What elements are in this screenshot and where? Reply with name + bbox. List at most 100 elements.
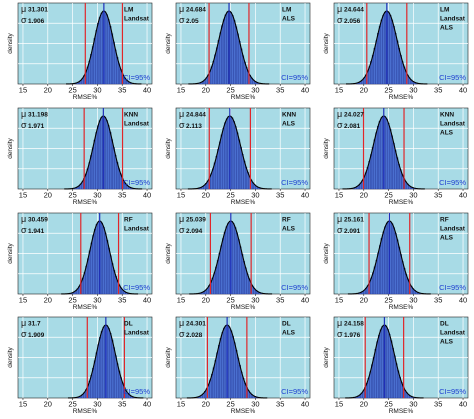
- histogram-bar: [373, 139, 376, 189]
- histogram-bar: [396, 239, 399, 294]
- histogram-bar: [230, 330, 233, 399]
- x-axis-label: RMSE%: [73, 94, 98, 101]
- mu-symbol: μ: [337, 214, 342, 224]
- histogram-bar: [382, 14, 385, 85]
- ci-label: CI=95%: [439, 73, 466, 82]
- histogram-bar: [109, 131, 112, 189]
- x-tick-label: 35: [118, 295, 126, 304]
- histogram-bar: [232, 120, 235, 189]
- x-tick-label: 40: [459, 400, 467, 409]
- histogram-bar: [116, 363, 119, 399]
- histogram-bar: [222, 19, 225, 85]
- histogram-bar: [391, 348, 394, 399]
- model-label: DL: [440, 321, 449, 328]
- histogram-bar: [240, 48, 243, 85]
- dataset-label: ALS: [440, 25, 454, 32]
- histogram-bar: [237, 238, 240, 294]
- histogram-bar: [384, 11, 387, 85]
- x-axis-label: RMSE%: [231, 408, 256, 415]
- histogram-bar: [221, 25, 224, 85]
- histogram-bar: [214, 360, 217, 399]
- histogram-bar: [235, 232, 239, 294]
- histogram-bar: [238, 139, 241, 189]
- histogram-bar: [377, 252, 380, 294]
- histogram-bar: [97, 125, 100, 189]
- histogram-bar: [100, 116, 103, 189]
- histogram-bar: [398, 246, 401, 294]
- x-tick-label: 35: [118, 190, 126, 199]
- x-tick-label: 35: [434, 86, 442, 95]
- histogram-bar: [107, 125, 110, 189]
- histogram-bar: [232, 222, 235, 294]
- model-label: DL: [124, 321, 133, 328]
- histogram-bar: [106, 239, 109, 294]
- dataset-label: ALS: [282, 330, 296, 337]
- dataset-label: Landsat: [124, 225, 150, 232]
- histogram-bar: [109, 333, 112, 399]
- model-label: LM: [440, 7, 449, 14]
- histogram-bar: [95, 352, 98, 399]
- model-label: RF: [440, 216, 449, 223]
- x-tick-label: 15: [19, 190, 27, 199]
- y-axis-label: density: [323, 242, 330, 263]
- x-tick-label: 40: [459, 190, 467, 199]
- histogram-bar: [93, 139, 96, 189]
- histogram-bar: [220, 134, 223, 189]
- ci-label: CI=95%: [281, 387, 308, 396]
- ci-label: CI=95%: [439, 283, 466, 292]
- histogram-bar: [241, 253, 244, 294]
- y-axis-label: density: [7, 242, 14, 263]
- histogram-bar: [377, 125, 380, 189]
- histogram-bar: [393, 355, 396, 399]
- x-axis-label: RMSE%: [231, 94, 256, 101]
- x-tick-label: 40: [143, 295, 151, 304]
- histogram-bar: [391, 222, 394, 294]
- histogram-bar: [372, 357, 375, 399]
- histogram-bar: [370, 154, 373, 189]
- histogram-bar: [377, 33, 380, 85]
- histogram-bar: [238, 41, 241, 85]
- histogram-bar: [100, 12, 103, 85]
- histogram-bar: [375, 40, 378, 85]
- x-tick-label: 35: [276, 86, 284, 95]
- histogram-bar: [95, 30, 98, 85]
- dataset-label: ALS: [440, 234, 454, 241]
- histogram-bar: [212, 367, 215, 399]
- histogram-bar: [392, 226, 395, 294]
- x-tick-label: 25: [384, 190, 392, 199]
- mu-symbol: μ: [21, 214, 26, 224]
- histogram-bar: [379, 329, 382, 399]
- histogram-bar: [104, 11, 107, 85]
- histogram-bar: [100, 222, 103, 294]
- mu-value: 25.161: [344, 216, 364, 223]
- histogram-bar: [93, 38, 96, 85]
- ci-label: CI=95%: [123, 73, 150, 82]
- x-tick-label: 20: [202, 190, 210, 199]
- histogram-bar: [385, 222, 388, 294]
- histogram-bar: [225, 118, 228, 189]
- x-tick-label: 25: [226, 86, 234, 95]
- x-tick-label: 35: [276, 295, 284, 304]
- x-tick-label: 15: [177, 86, 185, 95]
- histogram-bar: [112, 41, 115, 85]
- x-tick-label: 40: [143, 86, 151, 95]
- sigma-value: 2.094: [186, 228, 203, 235]
- x-tick-label: 25: [68, 86, 76, 95]
- sigma-value: 2.05: [186, 18, 199, 25]
- histogram-bar: [95, 132, 98, 189]
- dataset-label: Landsat: [440, 225, 466, 232]
- histogram-bar: [218, 141, 222, 189]
- histogram-bar: [105, 119, 108, 189]
- histogram-bar: [227, 222, 230, 294]
- y-axis-label: density: [323, 32, 330, 53]
- x-tick-label: 15: [19, 295, 27, 304]
- histogram-bar: [215, 155, 218, 189]
- x-axis-label: RMSE%: [73, 408, 98, 415]
- mu-symbol: μ: [21, 318, 26, 328]
- histogram-bar: [217, 148, 220, 189]
- histogram-bar: [107, 328, 110, 399]
- histogram-panel-lm-als: 15 20 25 30 35 40 RMSE% density μ 24.684 σ 2.05 LM AL…: [158, 0, 316, 105]
- x-tick-label: 25: [226, 400, 234, 409]
